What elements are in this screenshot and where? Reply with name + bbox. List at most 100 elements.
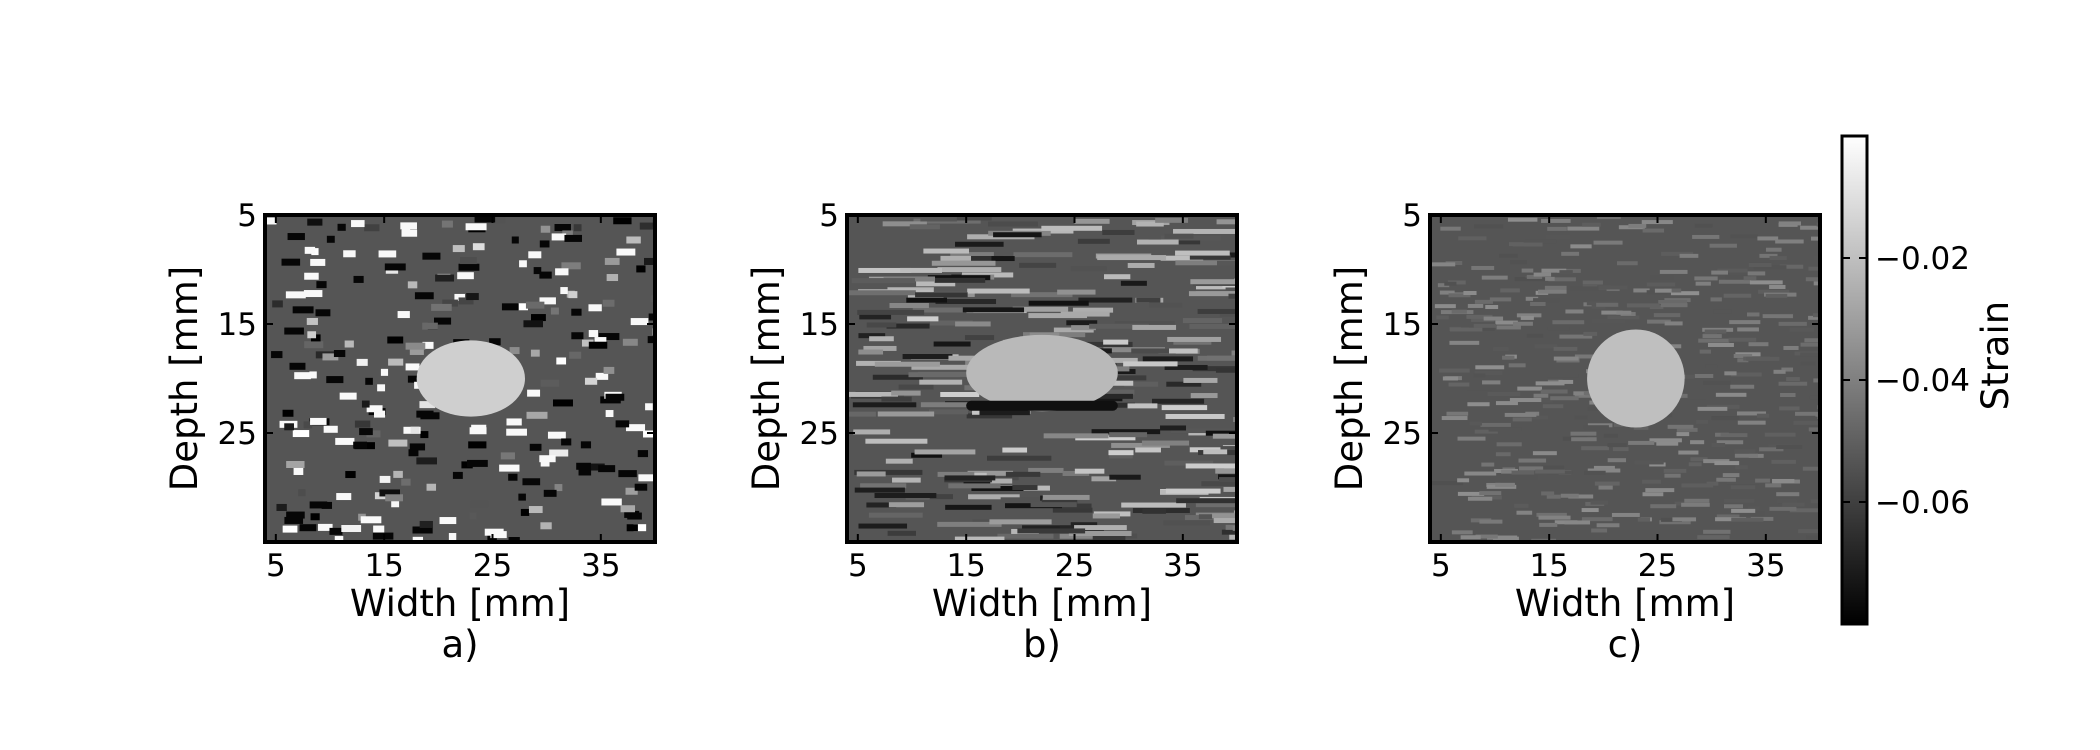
texture-patch — [531, 314, 546, 322]
texture-patch — [1525, 239, 1557, 244]
texture-patch — [1594, 481, 1620, 486]
texture-patch — [284, 423, 294, 431]
texture-patch — [636, 265, 646, 273]
texture-patch — [519, 260, 527, 268]
texture-patch — [1650, 504, 1677, 509]
texture-patch — [891, 390, 921, 396]
texture-patch — [1776, 445, 1803, 450]
texture-patch — [1493, 347, 1509, 352]
texture-patch — [588, 341, 608, 349]
texture-patch — [1185, 463, 1237, 469]
texture-patch — [877, 411, 935, 417]
texture-patch — [1607, 443, 1627, 448]
texture-patch — [1164, 364, 1208, 370]
texture-patch — [323, 425, 338, 433]
texture-patch — [627, 512, 642, 520]
texture-patch — [1808, 427, 1820, 432]
texture-patch — [361, 400, 370, 408]
x-tick-label: 25 — [473, 548, 512, 584]
texture-patch — [1637, 517, 1651, 522]
texture-patch — [594, 337, 607, 345]
texture-patch — [1758, 289, 1790, 294]
texture-patch — [914, 449, 976, 455]
texture-patch — [1189, 323, 1237, 329]
texture-patch — [1216, 219, 1237, 225]
texture-patch — [1097, 255, 1167, 261]
inclusion-region — [966, 334, 1118, 412]
texture-patch — [858, 333, 886, 339]
texture-patch — [499, 464, 520, 472]
texture-patch — [1127, 262, 1155, 268]
texture-patch — [1800, 352, 1820, 357]
texture-patch — [647, 336, 655, 344]
texture-patch — [1709, 243, 1737, 248]
texture-patch — [1223, 486, 1237, 492]
texture-patch — [935, 299, 997, 305]
texture-patch — [1786, 377, 1800, 382]
texture-patch — [1694, 373, 1714, 378]
texture-patch — [1718, 279, 1752, 284]
texture-patch — [587, 463, 605, 471]
texture-patch — [912, 307, 974, 313]
texture-patch — [1716, 477, 1736, 482]
texture-patch — [388, 439, 408, 447]
texture-patch — [379, 475, 391, 483]
texture-patch — [286, 461, 305, 469]
texture-patch — [1441, 416, 1468, 421]
texture-patch — [359, 428, 373, 436]
texture-patch — [1795, 411, 1820, 416]
texture-patch — [1431, 481, 1464, 486]
texture-patch — [1541, 218, 1571, 223]
texture-patch — [1716, 514, 1740, 519]
texture-patch — [509, 347, 520, 355]
texture-patch — [945, 504, 992, 510]
texture-patch — [549, 449, 569, 457]
texture-patch — [471, 424, 487, 432]
texture-patch — [1601, 310, 1623, 315]
texture-patch — [1496, 325, 1521, 330]
texture-patch — [1526, 333, 1544, 338]
texture-patch — [1777, 499, 1797, 504]
panel-label: c) — [1608, 623, 1643, 666]
texture-patch — [1694, 223, 1713, 228]
texture-patch — [1545, 234, 1571, 239]
texture-patch — [967, 288, 1030, 294]
texture-patch — [1780, 393, 1796, 398]
texture-patch — [564, 234, 583, 242]
texture-patch — [1206, 355, 1237, 361]
x-axis-label: Width [mm] — [350, 582, 570, 625]
texture-patch — [1730, 384, 1755, 389]
texture-patch — [543, 489, 557, 497]
texture-patch — [1547, 326, 1570, 331]
texture-patch — [1546, 373, 1579, 378]
texture-patch — [1448, 293, 1471, 298]
texture-patch — [299, 524, 317, 532]
texture-patch — [1798, 529, 1819, 534]
texture-patch — [1513, 321, 1533, 326]
texture-patch — [630, 318, 649, 326]
texture-patch — [1808, 315, 1820, 320]
texture-patch — [1440, 226, 1461, 231]
texture-patch — [412, 526, 433, 534]
texture-patch — [1649, 462, 1666, 467]
texture-patch — [1667, 424, 1694, 429]
colorbar: −0.02 −0.04 −0.06 Strain — [1840, 134, 2017, 626]
texture-patch — [552, 399, 573, 407]
texture-patch — [289, 362, 306, 370]
texture-patch — [1458, 236, 1487, 241]
texture-patch — [561, 438, 572, 446]
texture-patch — [648, 313, 655, 321]
texture-patch — [1634, 460, 1664, 465]
texture-patch — [316, 281, 327, 289]
strain-field-image — [847, 215, 1237, 542]
texture-patch — [1236, 483, 1237, 489]
texture-patch — [540, 522, 552, 530]
texture-patch — [410, 426, 420, 434]
texture-patch — [852, 402, 917, 408]
texture-patch — [1633, 288, 1650, 293]
texture-patch — [1464, 471, 1497, 476]
texture-patch — [1215, 367, 1237, 373]
texture-patch — [989, 519, 1052, 525]
texture-patch — [625, 487, 638, 495]
